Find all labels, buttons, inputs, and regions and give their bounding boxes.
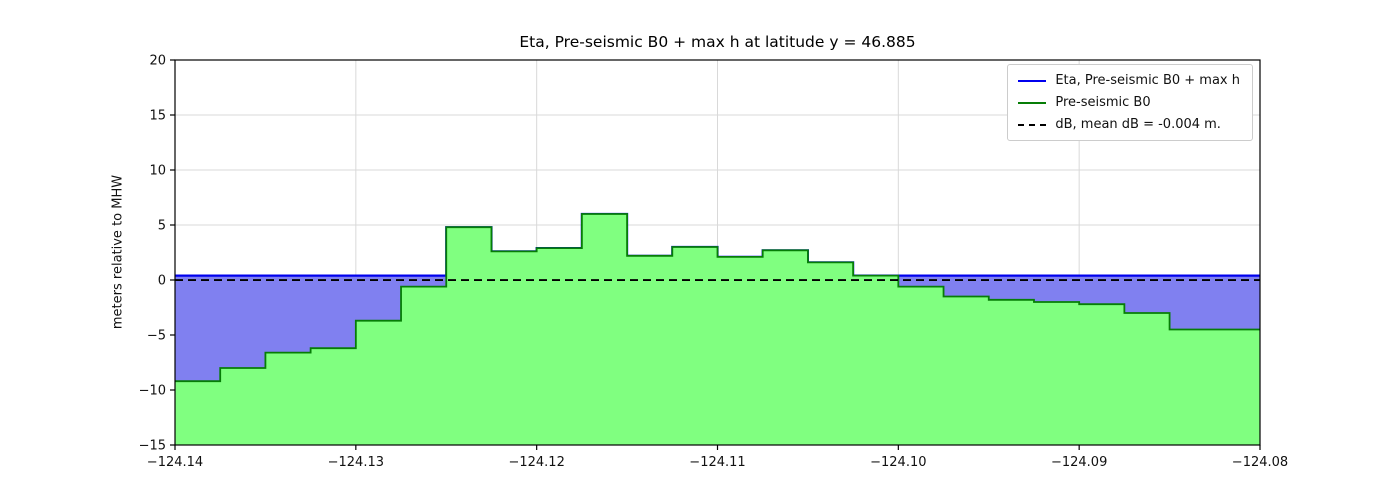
b0-line bbox=[175, 213, 1260, 383]
legend-label-db: dB, mean dB = -0.004 m. bbox=[1055, 117, 1221, 132]
b0-line-sample-icon bbox=[1018, 101, 1047, 104]
x-tick-label: −124.10 bbox=[870, 455, 926, 470]
legend-label-eta: Eta, Pre-seismic B0 + max h bbox=[1055, 73, 1240, 88]
y-axis-label: meters relative to MHW bbox=[110, 174, 126, 330]
y-tick-label: −15 bbox=[139, 439, 166, 454]
x-tick-label: −124.14 bbox=[147, 455, 203, 470]
x-tick-label: −124.09 bbox=[1051, 455, 1107, 470]
eta-line-sample-icon bbox=[1018, 79, 1047, 82]
y-tick-label: 5 bbox=[158, 219, 166, 234]
y-tick-label: 20 bbox=[149, 54, 166, 69]
legend-entry-db: dB, mean dB = -0.004 m. bbox=[1018, 117, 1240, 132]
y-tick-label: 15 bbox=[149, 109, 166, 124]
chart-title: Eta, Pre-seismic B0 + max h at latitude … bbox=[519, 33, 916, 51]
y-tick-label: 10 bbox=[149, 164, 166, 179]
legend-label-b0: Pre-seismic B0 bbox=[1055, 95, 1151, 110]
legend-entry-b0: Pre-seismic B0 bbox=[1018, 95, 1240, 110]
x-tick-label: −124.13 bbox=[328, 455, 384, 470]
x-tick-label: −124.08 bbox=[1232, 455, 1288, 470]
y-tick-label: 0 bbox=[158, 274, 166, 289]
x-tick-label: −124.12 bbox=[508, 455, 564, 470]
x-tick-label: −124.11 bbox=[689, 455, 745, 470]
y-tick-label: −10 bbox=[139, 384, 166, 399]
legend-entry-eta: Eta, Pre-seismic B0 + max h bbox=[1018, 73, 1240, 88]
db-dashed-line-sample-icon bbox=[1018, 123, 1047, 126]
legend-box: Eta, Pre-seismic B0 + max h Pre-seismic … bbox=[1007, 64, 1253, 141]
y-tick-label: −5 bbox=[147, 329, 166, 344]
